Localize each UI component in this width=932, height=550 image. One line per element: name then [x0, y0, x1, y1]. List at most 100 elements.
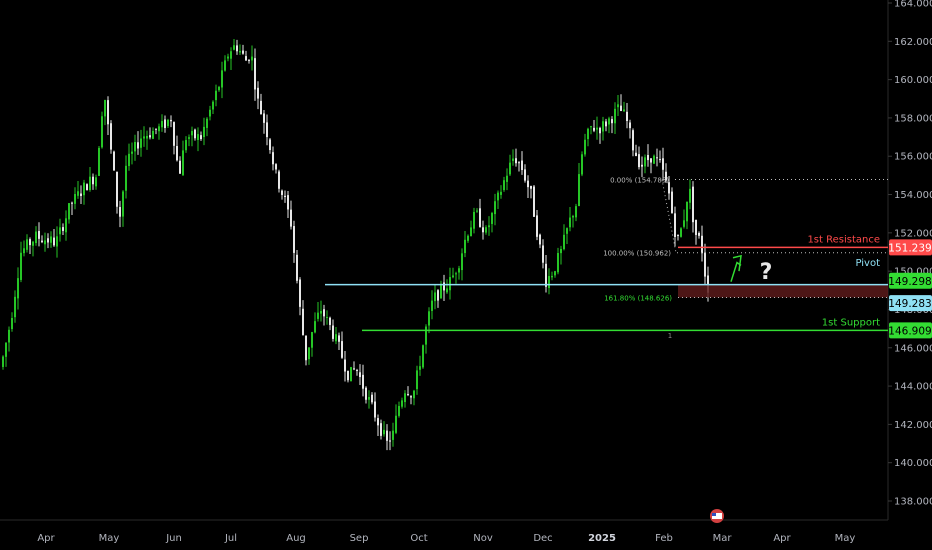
- candle-body: [113, 151, 115, 171]
- candle-body: [401, 400, 403, 407]
- candle-body: [512, 158, 514, 161]
- candle-body: [218, 86, 220, 91]
- candle-body: [317, 312, 319, 319]
- x-tick-label: 2025: [588, 533, 616, 544]
- candle-body: [476, 210, 478, 212]
- candle-body: [395, 415, 397, 433]
- candle-body: [110, 123, 112, 150]
- candle-body: [101, 116, 103, 148]
- candle-body: [560, 248, 562, 254]
- candle-body: [185, 140, 187, 151]
- candle-body: [74, 194, 76, 204]
- candle-body: [473, 211, 475, 229]
- candle-body: [647, 155, 649, 161]
- candle-body: [14, 296, 16, 318]
- event-marker: 1: [668, 332, 672, 340]
- candle-body: [431, 300, 433, 311]
- candle-body: [71, 202, 73, 204]
- candle-body: [482, 227, 484, 233]
- candle-body: [191, 131, 193, 136]
- candle-body: [629, 122, 631, 129]
- flag-icon-canton: [712, 513, 716, 516]
- candle-body: [26, 239, 28, 250]
- candle-body: [641, 164, 643, 167]
- candle-body: [539, 234, 541, 245]
- candle-body: [494, 201, 496, 215]
- candle-body: [677, 235, 679, 237]
- candle-body: [206, 118, 208, 128]
- candle-body: [428, 311, 430, 326]
- candle-body: [359, 372, 361, 378]
- candle-body: [251, 56, 253, 61]
- candle-body: [536, 215, 538, 237]
- candle-body: [386, 430, 388, 441]
- candle-body: [152, 130, 154, 139]
- candle-body: [8, 329, 10, 343]
- pivot-price-tag-bg: [889, 272, 932, 289]
- support-label: 1st Support: [822, 317, 880, 328]
- y-tick-label: 144.000: [894, 382, 932, 393]
- candle-body: [611, 119, 613, 124]
- candle-body: [311, 332, 313, 348]
- candle-body: [419, 366, 421, 370]
- candle-body: [371, 394, 373, 403]
- x-tick-labels: Apr May Jun Jul Aug Sep Oct Nov Dec 2025 Feb Mar Apr…: [37, 533, 855, 544]
- candle-body: [209, 109, 211, 117]
- candle-body: [161, 121, 163, 128]
- candle-body: [557, 253, 559, 273]
- candle-body: [221, 70, 223, 88]
- candle-body: [542, 245, 544, 263]
- candle-body: [488, 225, 490, 228]
- candle-body: [158, 126, 160, 132]
- candle-body: [167, 119, 169, 127]
- current-price-tag: 149.283: [888, 298, 931, 310]
- candle-body: [137, 142, 139, 149]
- candle-body: [347, 370, 349, 381]
- candle-body: [554, 271, 556, 276]
- candle-body: [620, 105, 622, 111]
- candle-body: [326, 316, 328, 318]
- candle-body: [212, 101, 214, 110]
- candle-body: [23, 248, 25, 254]
- candle-body: [548, 276, 550, 289]
- candle-body: [83, 182, 85, 196]
- candle-body: [446, 288, 448, 293]
- candle-body: [224, 60, 226, 71]
- candle-body: [614, 108, 616, 124]
- price-tags: 151.239 149.298 149.283 146.909: [888, 239, 932, 339]
- x-tick-label: Mar: [713, 533, 733, 544]
- fib-label: 100.00% (150.962): [603, 250, 671, 258]
- candle-body: [89, 176, 91, 191]
- candle-body: [515, 158, 517, 164]
- candle-body: [413, 390, 415, 399]
- candle-body: [593, 127, 595, 131]
- candle-body: [242, 50, 244, 54]
- candle-body: [131, 151, 133, 154]
- candle-body: [35, 231, 37, 244]
- y-tick-label: 164.000: [894, 0, 932, 10]
- candle-body: [308, 347, 310, 360]
- candle-body: [653, 155, 655, 164]
- candle-body: [509, 162, 511, 175]
- candle-body: [56, 236, 58, 247]
- candle-body: [497, 192, 499, 201]
- annotation-layer: ?1: [668, 254, 773, 523]
- candle-body: [245, 56, 247, 61]
- candle-body: [500, 191, 502, 195]
- candle-body: [179, 160, 181, 174]
- candle-body: [398, 406, 400, 416]
- candle-body: [182, 150, 184, 176]
- y-tick-label: 158.000: [894, 113, 932, 124]
- candle-body: [452, 275, 454, 278]
- candle-body: [485, 227, 487, 233]
- candle-body: [602, 121, 604, 132]
- candle-body: [353, 368, 355, 370]
- candle-body: [698, 232, 700, 236]
- candle-body: [341, 341, 343, 358]
- question-mark: ?: [760, 260, 773, 285]
- candle-body: [368, 396, 370, 400]
- candle-body: [545, 263, 547, 287]
- y-tick-label: 156.000: [894, 152, 932, 163]
- y-tick-label: 152.000: [894, 228, 932, 239]
- candle-body: [584, 139, 586, 155]
